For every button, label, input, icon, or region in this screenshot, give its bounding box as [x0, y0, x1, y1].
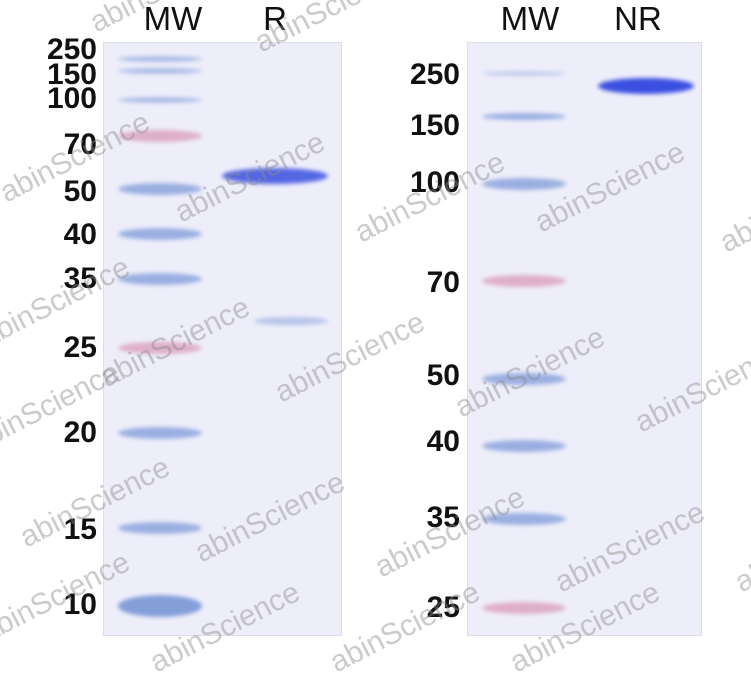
- marker-band-40: [118, 228, 202, 240]
- lane-title-mw-left: MW: [143, 0, 203, 37]
- marker-label-25: 25: [426, 591, 460, 624]
- lane-title-r: R: [263, 0, 287, 37]
- marker-label-25: 25: [63, 331, 97, 364]
- marker-label-40: 40: [63, 218, 97, 251]
- sample-band-r-light-chain: [254, 317, 328, 325]
- marker-band-35: [118, 273, 202, 285]
- marker-label-70: 70: [63, 128, 97, 161]
- marker-label-250: 250: [46, 33, 97, 66]
- right-gel-image: [467, 42, 702, 636]
- marker-label-35: 35: [426, 501, 460, 534]
- marker-band-40: [482, 440, 566, 452]
- marker-label-40: 40: [426, 425, 460, 458]
- marker-band-25: [482, 602, 566, 614]
- marker-band-15: [118, 522, 202, 534]
- marker-band-10: [118, 595, 202, 617]
- marker-label-250: 250: [409, 58, 460, 91]
- lane-title-nr: NR: [614, 0, 662, 37]
- marker-band-250: [118, 56, 202, 62]
- marker-label-20: 20: [63, 416, 97, 449]
- marker-band-250: [482, 70, 566, 76]
- sample-band-r-heavy-chain: [222, 168, 328, 184]
- marker-label-15: 15: [63, 513, 97, 546]
- marker-band-100: [118, 97, 202, 103]
- sample-band-nr: [598, 78, 694, 94]
- marker-band-70: [118, 130, 202, 142]
- marker-label-100: 100: [409, 166, 460, 199]
- marker-band-150: [118, 68, 202, 74]
- left-gel-image: [103, 42, 342, 636]
- watermark-logo: abinScience: [324, 575, 486, 680]
- marker-label-50: 50: [63, 175, 97, 208]
- marker-label-150: 150: [46, 58, 97, 91]
- marker-band-150: [482, 112, 566, 120]
- watermark-logo: abinScience: [714, 155, 751, 260]
- marker-band-50: [482, 373, 566, 385]
- lane-title-mw-right: MW: [500, 0, 560, 37]
- marker-label-150: 150: [409, 109, 460, 142]
- marker-band-20: [118, 427, 202, 439]
- marker-label-50: 50: [426, 359, 460, 392]
- marker-band-70: [482, 275, 566, 287]
- marker-band-25: [118, 342, 202, 354]
- marker-band-35: [482, 513, 566, 525]
- marker-label-35: 35: [63, 262, 97, 295]
- marker-label-100: 100: [46, 82, 97, 115]
- marker-band-50: [118, 183, 202, 195]
- marker-label-10: 10: [63, 588, 97, 621]
- watermark-logo: abinScience: [729, 495, 751, 600]
- marker-label-70: 70: [426, 266, 460, 299]
- marker-band-100: [482, 178, 566, 190]
